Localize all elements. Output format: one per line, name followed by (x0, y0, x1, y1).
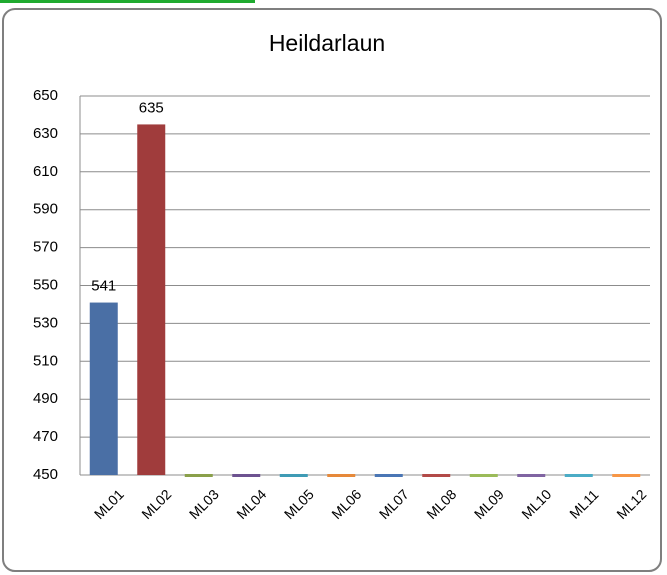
bar (232, 474, 261, 477)
top-accent (0, 0, 255, 3)
bar (374, 474, 403, 477)
y-tick-label: 610 (33, 163, 58, 180)
bar (327, 474, 356, 477)
chart-frame (2, 8, 662, 572)
bar (184, 474, 213, 477)
y-tick-label: 450 (33, 466, 58, 483)
y-tick-label: 650 (33, 87, 58, 104)
data-label: 635 (139, 99, 164, 116)
y-tick-label: 630 (33, 125, 58, 142)
bar (612, 474, 641, 477)
y-tick-label: 550 (33, 276, 58, 293)
bar (89, 302, 118, 475)
y-tick-label: 470 (33, 428, 58, 445)
bar (517, 474, 546, 477)
y-tick-label: 490 (33, 390, 58, 407)
bar (469, 474, 498, 477)
y-tick-label: 530 (33, 314, 58, 331)
y-tick-label: 590 (33, 201, 58, 218)
bar (137, 124, 166, 476)
bar (279, 474, 308, 477)
bar (422, 474, 451, 477)
y-tick-label: 570 (33, 239, 58, 256)
bar (564, 474, 593, 477)
data-label: 541 (91, 278, 116, 295)
chart-title: Heildarlaun (269, 30, 385, 56)
y-tick-label: 510 (33, 352, 58, 369)
